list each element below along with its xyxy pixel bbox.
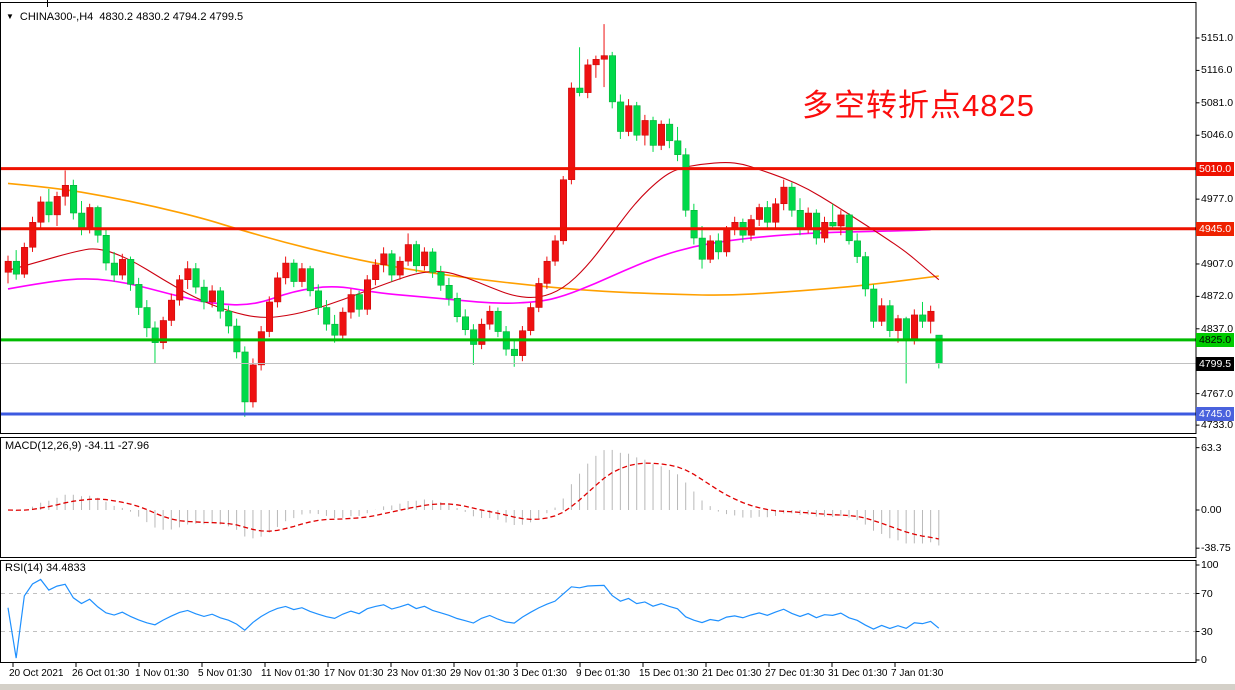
rsi-tick-label: 100 [1201, 559, 1219, 571]
price-tick-label: 5046.0 [1201, 129, 1234, 142]
macd-tick-label: 0.00 [1201, 504, 1222, 516]
time-label: 21 Dec 01:30 [702, 668, 762, 679]
price-badge-5010: 5010.0 [1196, 161, 1235, 176]
horizontal-levels [1, 167, 1196, 416]
price-tick-label: 5151.0 [1201, 32, 1234, 44]
price-tick-label: 4837.0 [1201, 322, 1234, 335]
price-tick-label: 5081.0 [1201, 96, 1234, 109]
price-tick-label: 4767.0 [1201, 387, 1234, 400]
macd-histogram [15, 449, 940, 546]
price-tick-label: 4907.0 [1201, 257, 1234, 270]
chart-title: ▼ CHINA300-,H4 4830.2 4830.2 4794.2 4799.… [6, 11, 243, 23]
slow-ma [7, 182, 939, 296]
window-bottom-edge [0, 684, 1235, 690]
time-label: 23 Nov 01:30 [387, 668, 447, 679]
main-panel [0, 2, 1197, 434]
rsi-panel [0, 560, 1197, 663]
price-badge-4745: 4745.0 [1196, 406, 1235, 421]
macd-panel [0, 437, 1197, 558]
rsi-tick-label: 30 [1201, 625, 1213, 638]
collapse-icon[interactable]: ▼ [6, 12, 14, 21]
time-label: 5 Nov 01:30 [198, 668, 252, 679]
candlestick-series [4, 24, 943, 417]
time-axis[interactable]: 20 Oct 2021 26 Oct 01:30 1 Nov 01:30 5 Nov … [0, 663, 1235, 690]
rsi-label: RSI(14) 34.4833 [5, 562, 86, 574]
time-label: 26 Oct 01:30 [72, 668, 130, 679]
price-axis[interactable]: 5151.0 5116.0 5081.0 5046.0 4977.0 4907.0 4872… [1196, 0, 1235, 690]
rsi-tick-label: 70 [1201, 587, 1213, 600]
price-badge-4945: 4945.0 [1196, 221, 1235, 236]
time-label: 9 Dec 01:30 [576, 668, 630, 679]
time-label: 20 Oct 2021 [9, 668, 64, 679]
macd-tick-label: 63.3 [1201, 441, 1222, 454]
time-label: 31 Dec 01:30 [828, 668, 888, 679]
price-tick-label: 4872.0 [1201, 290, 1234, 303]
mid-ma [7, 228, 931, 306]
price-tick-label: 4977.0 [1201, 193, 1234, 206]
toolbar-divider [47, 0, 48, 7]
time-label: 1 Nov 01:30 [135, 668, 189, 679]
price-tick-label: 5116.0 [1201, 64, 1233, 77]
rsi-tick-label: 0 [1201, 654, 1207, 666]
time-label: 7 Jan 01:30 [891, 668, 944, 679]
macd-signal-line [7, 462, 939, 540]
time-label: 27 Dec 01:30 [765, 668, 825, 679]
chart-title-text: CHINA300-,H4 4830.2 4830.2 4794.2 4799.5 [19, 11, 244, 23]
annotation-text: 多空转折点4825 [802, 88, 1035, 123]
current-price-badge: 4799.5 [1196, 356, 1235, 371]
price-tick-label: 4733.0 [1201, 419, 1234, 432]
time-label: 15 Dec 01:30 [639, 668, 699, 679]
time-label: 3 Dec 01:30 [513, 668, 567, 679]
time-label: 29 Nov 01:30 [450, 668, 510, 679]
rsi-line [7, 578, 940, 659]
macd-label: MACD(12,26,9) -34.11 -27.96 [5, 440, 150, 452]
time-label: 17 Nov 01:30 [324, 668, 384, 679]
time-label: 11 Nov 01:30 [261, 668, 320, 679]
macd-tick-label: -38.75 [1201, 542, 1231, 555]
price-badge-4825: 4825.0 [1196, 332, 1235, 347]
